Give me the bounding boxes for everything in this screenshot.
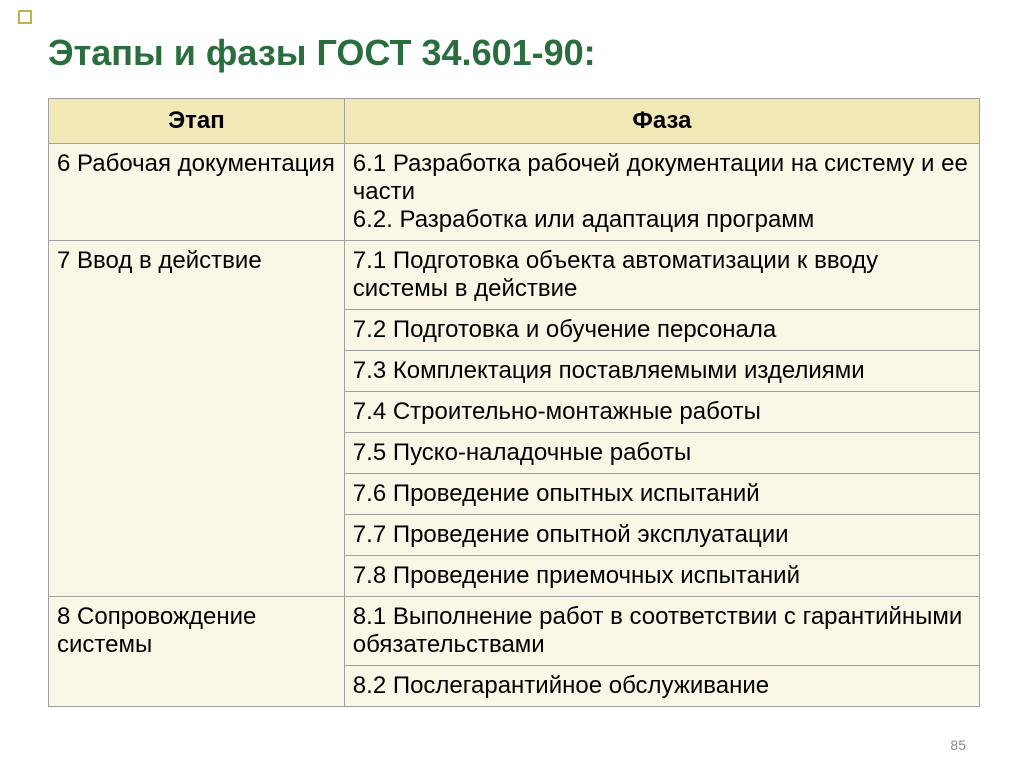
phase-cell: 7.8 Проведение приемочных испытаний	[344, 556, 979, 597]
table-row: 7 Ввод в действие7.1 Подготовка объекта …	[49, 241, 980, 310]
stage-cell: 7 Ввод в действие	[49, 241, 345, 597]
corner-decoration	[18, 10, 32, 24]
table-header-row: Этап Фаза	[49, 99, 980, 144]
phase-cell: 7.6 Проведение опытных испытаний	[344, 474, 979, 515]
header-phase: Фаза	[344, 99, 979, 144]
table-row: 8 Сопровождение системы8.1 Выполнение ра…	[49, 597, 980, 666]
page-number: 85	[950, 737, 966, 753]
header-stage: Этап	[49, 99, 345, 144]
phase-cell: 7.4 Строительно-монтажные работы	[344, 392, 979, 433]
phase-cell: 7.2 Подготовка и обучение персонала	[344, 310, 979, 351]
phase-cell: 8.2 Послегарантийное обслуживание	[344, 666, 979, 707]
phase-cell: 8.1 Выполнение работ в соответствии с га…	[344, 597, 979, 666]
phase-cell: 7.3 Комплектация поставляемыми изделиями	[344, 351, 979, 392]
stage-cell: 8 Сопровождение системы	[49, 597, 345, 707]
phase-cell: 7.5 Пуско-наладочные работы	[344, 433, 979, 474]
table-row: 6 Рабочая документация6.1 Разработка раб…	[49, 144, 980, 241]
stages-table: Этап Фаза 6 Рабочая документация6.1 Разр…	[48, 98, 980, 707]
phase-cell: 7.1 Подготовка объекта автоматизации к в…	[344, 241, 979, 310]
stage-cell: 6 Рабочая документация	[49, 144, 345, 241]
page-title: Этапы и фазы ГОСТ 34.601-90:	[0, 0, 1024, 98]
phase-cell: 7.7 Проведение опытной эксплуатации	[344, 515, 979, 556]
phase-cell: 6.1 Разработка рабочей документации на с…	[344, 144, 979, 241]
